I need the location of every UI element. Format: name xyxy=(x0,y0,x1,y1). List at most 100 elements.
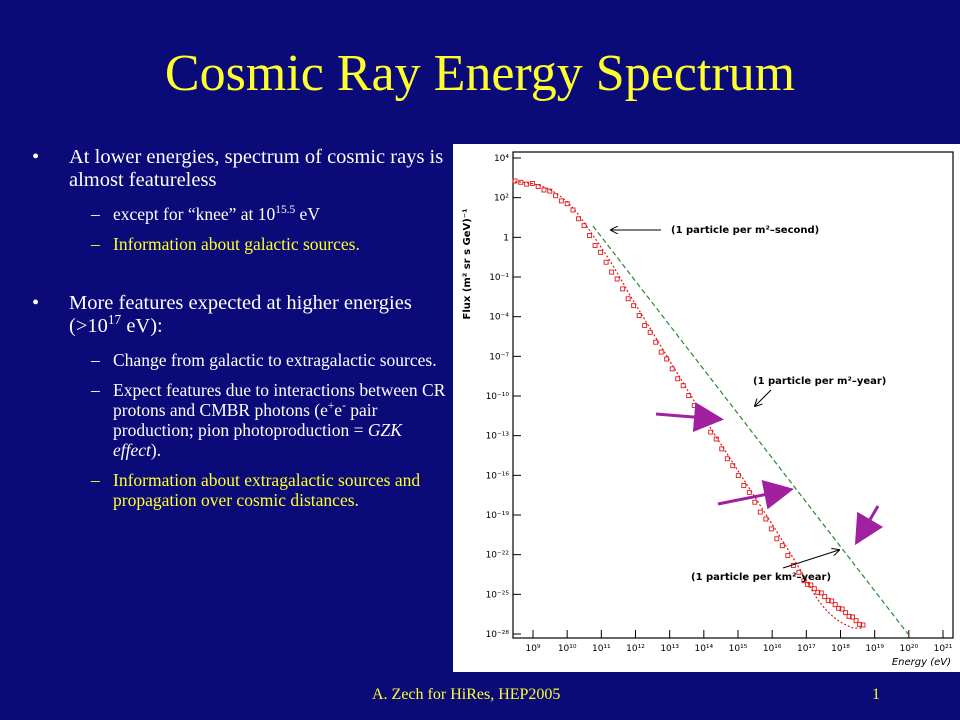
sub-bullet-text: except for “knee” at 1015.5 eV xyxy=(113,204,320,224)
spectrum-figure: 10⁴ 10² 1 10⁻¹ 10⁻⁴ 10⁻⁷ 10⁻¹⁰ 10⁻¹³ 10⁻¹⁶ 10⁻¹⁹ 1… xyxy=(453,144,960,672)
data-marker xyxy=(779,543,785,549)
dash: – xyxy=(91,350,100,370)
sub-bullet: – except for “knee” at 1015.5 eV xyxy=(91,204,452,224)
bullet-item: • More features expected at higher energ… xyxy=(32,292,452,338)
bullet-list: • At lower energies, spectrum of cosmic … xyxy=(32,146,452,520)
data-marker xyxy=(822,594,828,600)
x-tick-label: 10⁹ xyxy=(525,644,540,654)
spectrum-curve xyxy=(514,181,863,629)
arrow-km2-year xyxy=(782,550,839,569)
data-marker xyxy=(576,216,582,222)
data-marker xyxy=(541,187,547,193)
dash: – xyxy=(91,234,100,254)
x-tick-label: 10¹⁵ xyxy=(729,644,748,654)
x-tick-label: 10¹⁴ xyxy=(694,644,713,654)
data-marker xyxy=(686,393,692,399)
label-m2-year: (1 particle per m²–year) xyxy=(753,376,886,387)
data-marker xyxy=(724,456,730,462)
dash: – xyxy=(91,470,100,490)
y-tick-label: 10⁻⁴ xyxy=(489,313,509,323)
data-marker xyxy=(512,178,518,184)
sub-bullet: – Change from galactic to extragalactic … xyxy=(91,350,452,370)
y-tick-label: 10⁻¹⁶ xyxy=(486,471,510,481)
data-marker xyxy=(587,233,593,239)
data-marker xyxy=(836,605,842,611)
data-marker xyxy=(746,489,752,495)
data-marker xyxy=(614,276,620,282)
data-marker xyxy=(846,613,852,619)
arrow-m2-year xyxy=(755,389,772,406)
data-marker xyxy=(713,436,719,442)
data-marker xyxy=(801,578,807,584)
data-marker xyxy=(647,329,653,335)
x-tick-label: 10¹⁶ xyxy=(763,644,782,654)
y-tick-label: 1 xyxy=(503,233,509,243)
data-marker xyxy=(763,516,769,522)
sub-bullet-text: Information about galactic sources. xyxy=(113,234,360,254)
data-marker xyxy=(825,597,831,603)
data-marker xyxy=(625,296,631,302)
y-tick-label: 10⁻¹ xyxy=(489,273,509,283)
sub-bullet-text: Expect features due to interactions betw… xyxy=(113,380,446,460)
plot-frame xyxy=(512,151,954,639)
sub-bullet-text: Change from galactic to extragalactic so… xyxy=(113,350,437,370)
footer-author: A. Zech for HiRes, HEP2005 xyxy=(372,686,561,703)
dash: – xyxy=(91,380,100,400)
data-marker xyxy=(818,590,824,596)
data-marker xyxy=(518,179,524,185)
y-tick-label: 10⁻¹⁰ xyxy=(486,392,510,402)
bullet-item: • At lower energies, spectrum of cosmic … xyxy=(32,146,452,192)
data-marker xyxy=(653,339,659,345)
data-marker xyxy=(620,286,626,292)
data-marker xyxy=(785,553,791,559)
dash: – xyxy=(91,204,100,224)
bullet-dot: • xyxy=(32,292,40,314)
data-marker xyxy=(529,181,535,186)
data-marker xyxy=(658,349,664,355)
data-marker xyxy=(553,193,559,199)
data-marker xyxy=(609,269,615,275)
data-marker xyxy=(752,499,758,505)
y-tick-label: 10⁻²² xyxy=(486,551,510,561)
label-m2-second: (1 particle per m²–second) xyxy=(671,225,819,236)
data-marker xyxy=(730,463,736,469)
data-marker xyxy=(811,586,817,592)
bullet-text: More features expected at higher energie… xyxy=(69,292,412,337)
data-marker xyxy=(558,198,564,204)
data-marker xyxy=(680,383,686,389)
data-marker xyxy=(592,242,598,248)
x-axis-label: Energy (eV) xyxy=(892,657,951,668)
knee-annotation: knee xyxy=(592,397,642,426)
y-tick-label: 10⁻¹⁹ xyxy=(486,511,510,521)
data-marker xyxy=(636,313,642,319)
x-tick-label: 10²⁰ xyxy=(899,644,918,654)
data-marker xyxy=(843,610,849,616)
y-tick-label: 10⁻⁷ xyxy=(489,352,509,362)
y-tick-label: 10⁴ xyxy=(494,154,509,164)
data-points xyxy=(512,178,866,628)
data-marker xyxy=(581,223,587,229)
x-tick-label: 10¹² xyxy=(626,644,645,654)
y-tick-label: 10² xyxy=(494,194,509,204)
data-marker xyxy=(853,618,859,624)
data-marker xyxy=(796,569,802,575)
data-marker xyxy=(815,589,821,595)
data-marker xyxy=(535,184,541,189)
data-marker xyxy=(850,614,856,620)
data-marker xyxy=(860,622,866,628)
sub-bullet: – Information about extragalactic source… xyxy=(91,470,452,510)
data-marker xyxy=(774,536,780,542)
page-number: 1 xyxy=(872,686,880,703)
x-tick-label: 10²¹ xyxy=(934,644,953,654)
data-marker xyxy=(829,598,835,604)
data-marker xyxy=(642,322,648,328)
data-marker xyxy=(757,509,763,515)
data-marker xyxy=(857,621,862,627)
power-law-fit xyxy=(592,225,909,635)
ankle-annotation: ankle xyxy=(845,481,902,510)
data-marker xyxy=(603,259,609,265)
sub-bullet: – Information about galactic sources. xyxy=(91,234,452,254)
x-tick-label: 10¹⁰ xyxy=(558,644,577,654)
data-marker xyxy=(741,482,747,488)
data-marker xyxy=(832,602,838,608)
